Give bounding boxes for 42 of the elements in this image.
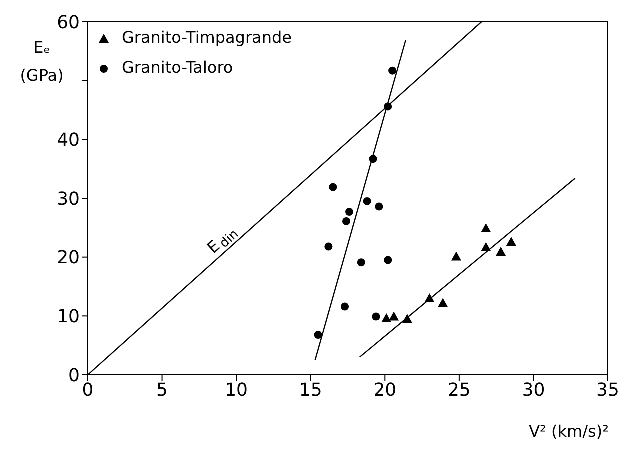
point bbox=[342, 217, 351, 226]
legend-label: Granito-Timpagrande bbox=[122, 27, 292, 49]
y-tick-label: 30 bbox=[57, 188, 80, 210]
y-tick-label: 10 bbox=[57, 306, 80, 328]
y-tick-label: 20 bbox=[57, 248, 80, 269]
x-tick-label: 20 bbox=[374, 380, 397, 401]
x-tick-label: 0 bbox=[82, 380, 94, 401]
point bbox=[496, 247, 506, 256]
x-tick-label: 10 bbox=[225, 380, 248, 401]
point bbox=[345, 208, 354, 216]
point bbox=[481, 242, 492, 252]
point bbox=[341, 302, 350, 311]
x-tick-label: 15 bbox=[299, 380, 322, 401]
y-tick-label: 0 bbox=[68, 365, 80, 386]
point bbox=[389, 312, 400, 321]
legend-label: Granito-Taloro bbox=[122, 57, 234, 79]
y-tick-label: 60 bbox=[57, 12, 80, 34]
point bbox=[481, 224, 492, 233]
y-tick-label: 40 bbox=[57, 130, 80, 152]
point bbox=[424, 294, 435, 303]
point bbox=[329, 183, 338, 192]
point bbox=[384, 102, 392, 111]
point bbox=[382, 314, 392, 323]
point bbox=[384, 256, 392, 264]
point bbox=[363, 197, 372, 206]
point bbox=[372, 312, 380, 321]
point bbox=[438, 298, 448, 308]
x-tick-label: 30 bbox=[522, 380, 546, 401]
x-tick-label: 5 bbox=[156, 380, 168, 401]
point bbox=[314, 330, 322, 339]
point bbox=[324, 242, 333, 251]
point bbox=[402, 314, 412, 324]
x-axis-title: V² (km/s)² bbox=[529, 422, 609, 441]
point bbox=[506, 237, 516, 246]
point bbox=[375, 202, 384, 211]
point bbox=[388, 66, 397, 75]
point bbox=[369, 155, 378, 164]
point bbox=[451, 252, 462, 261]
x-tick-label: 35 bbox=[596, 380, 619, 401]
x-tick-label: 25 bbox=[448, 380, 471, 401]
point bbox=[357, 258, 366, 267]
y-axis-title: Eₑ (GPa) bbox=[20, 38, 64, 85]
